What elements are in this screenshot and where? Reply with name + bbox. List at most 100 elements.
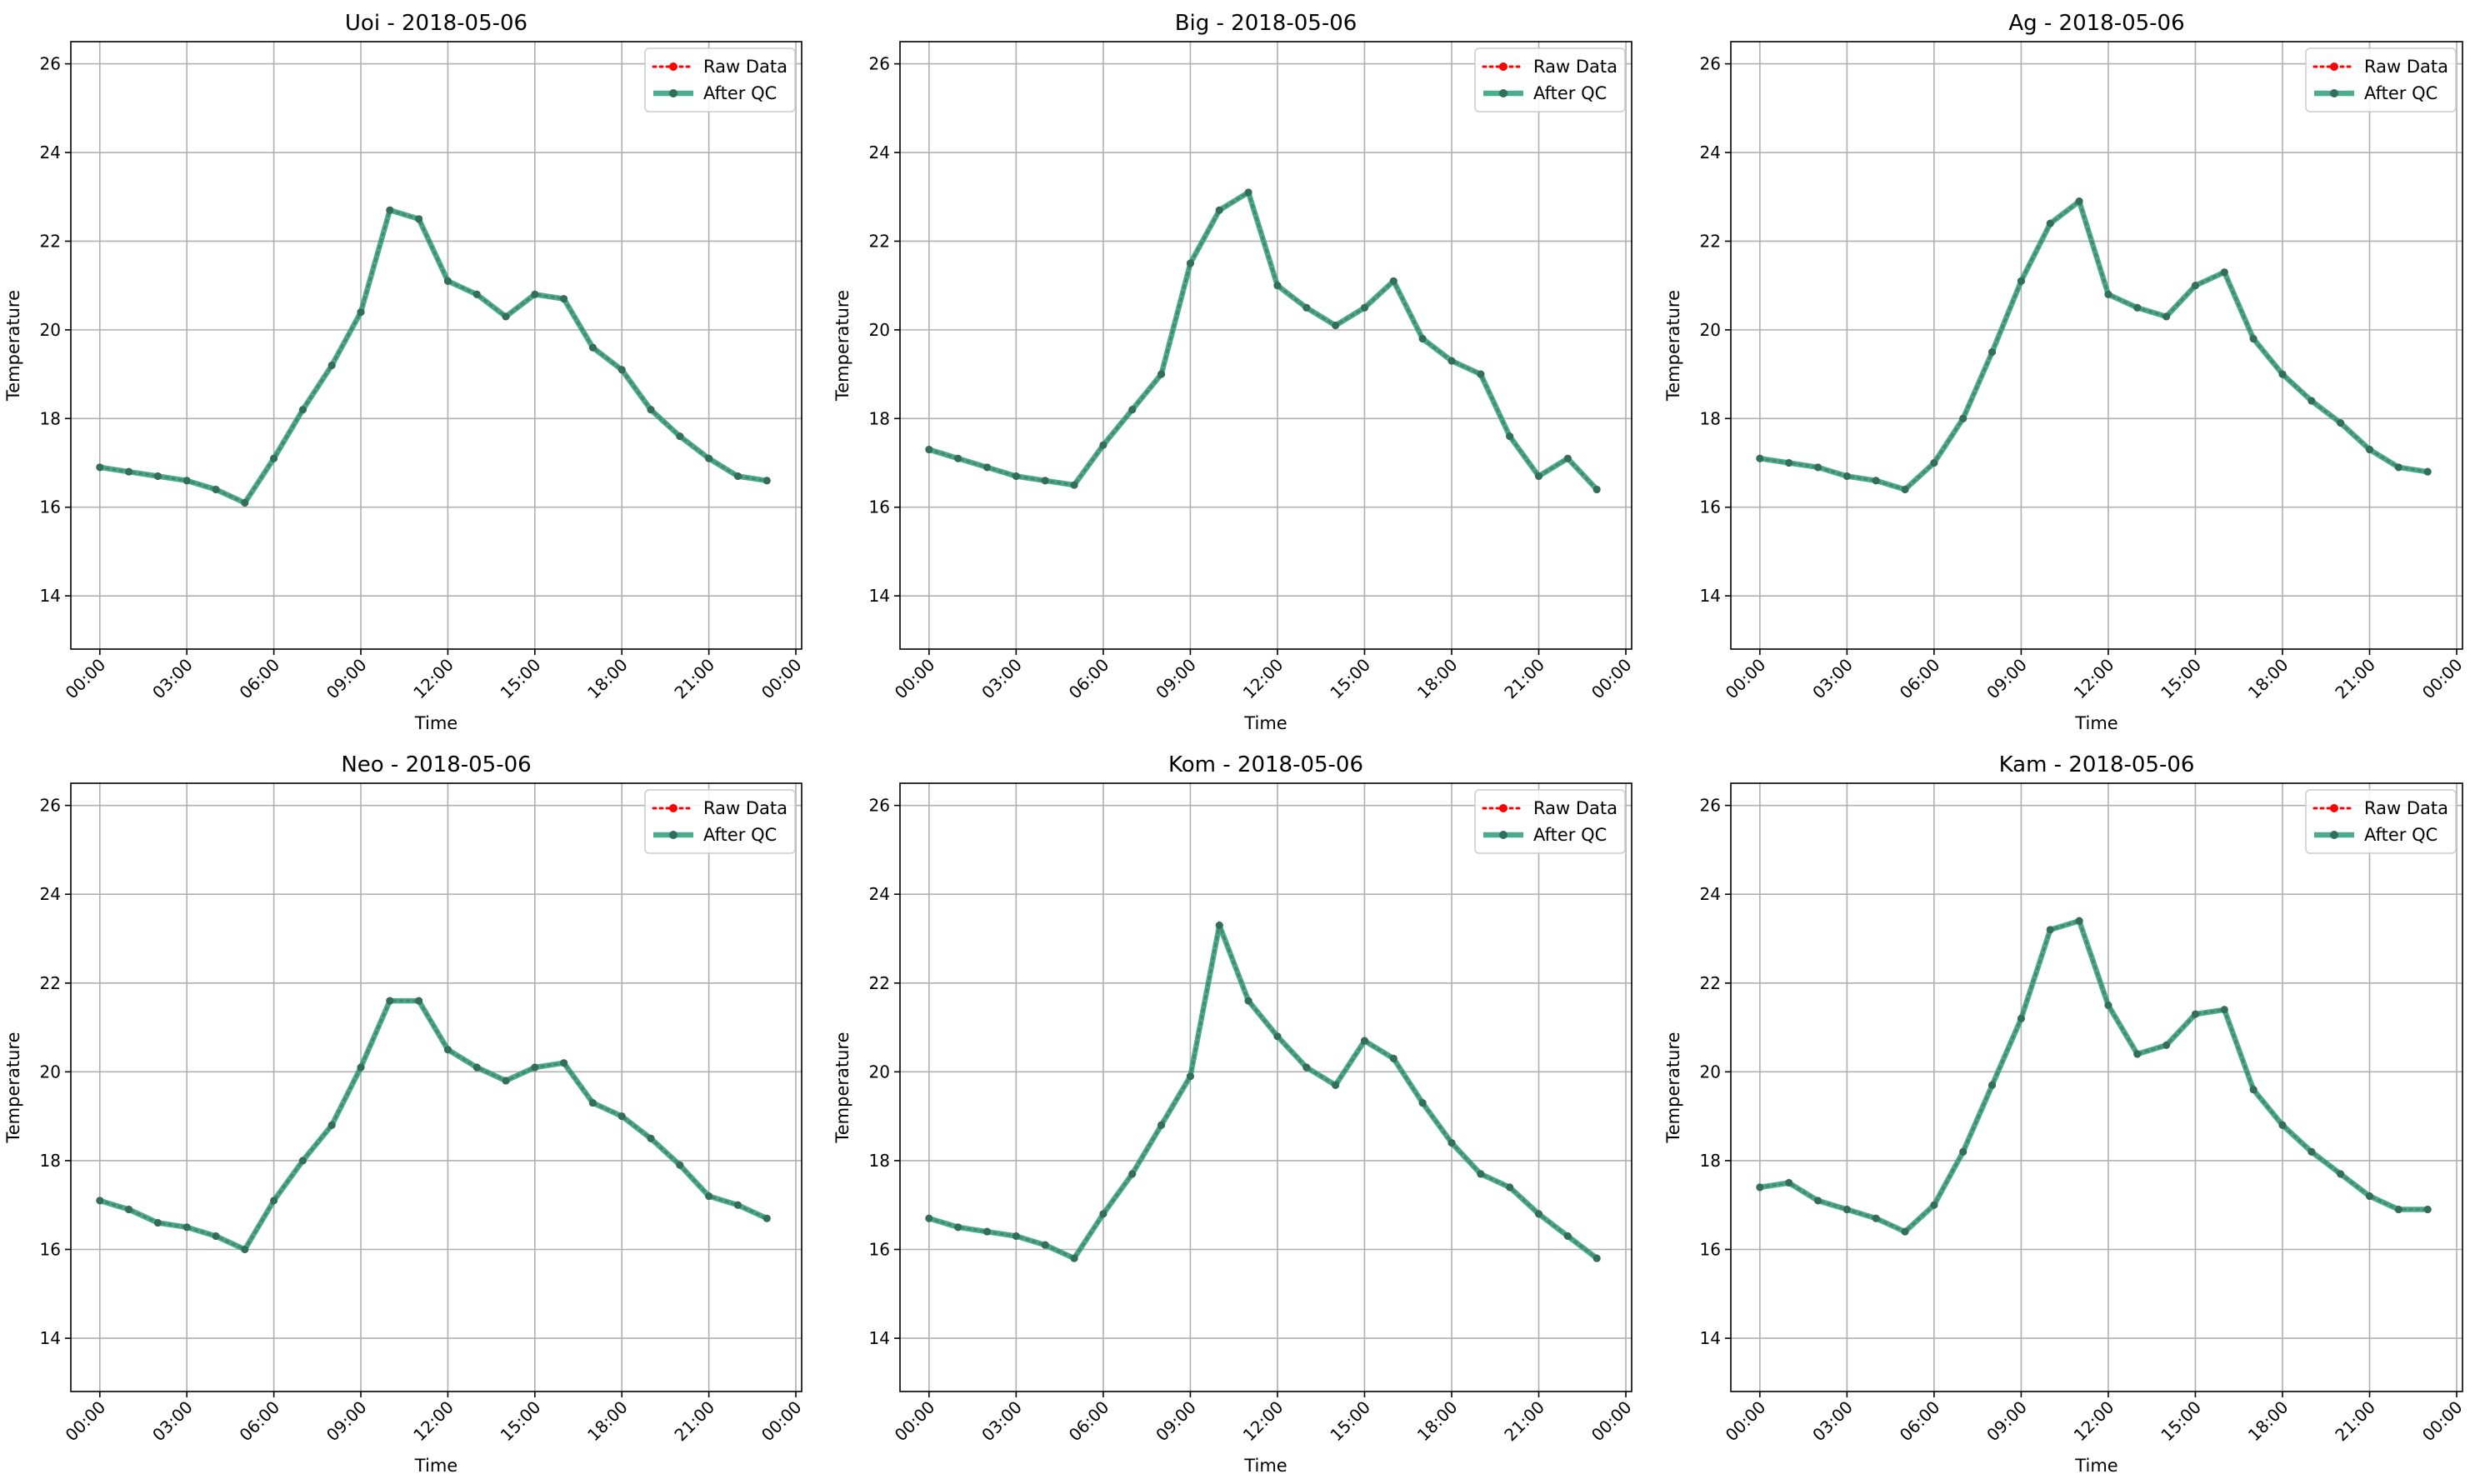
y-tick-label: 26 (1700, 796, 1721, 816)
y-tick-label: 24 (869, 142, 890, 162)
after-qc-point (1959, 414, 1968, 422)
y-tick-label: 14 (1700, 586, 1721, 606)
x-tick-label: 03:00 (978, 1397, 1026, 1446)
x-tick-label: 09:00 (1982, 655, 2031, 703)
legend-raw-marker (1499, 62, 1508, 71)
y-tick-label: 18 (869, 408, 890, 428)
after-qc-point (531, 290, 539, 298)
after-qc-point (2394, 463, 2402, 472)
legend: Raw Data After QC (2305, 47, 2457, 112)
x-axis-label: Time (2074, 1456, 2118, 1476)
after-qc-point (2423, 467, 2432, 476)
after-qc-point (2133, 1050, 2142, 1058)
after-qc-point (1842, 472, 1851, 480)
y-tick-label: 26 (40, 796, 61, 816)
after-qc-point (1785, 1179, 1793, 1187)
after-qc-point (676, 432, 684, 441)
x-tick-label: 21:00 (1500, 1397, 1548, 1446)
x-tick-label: 15:00 (1326, 1397, 1374, 1446)
after-qc-point (1930, 1201, 1938, 1209)
after-qc-point (2220, 1006, 2228, 1014)
after-qc-point (2308, 1147, 2316, 1156)
after-qc-point (1158, 1121, 1166, 1129)
after-qc-point (1756, 454, 1764, 462)
y-tick-label: 18 (40, 1151, 61, 1171)
after-qc-point (1592, 485, 1601, 493)
after-qc-point (2017, 1014, 2025, 1022)
x-tick-label: 15:00 (2157, 655, 2205, 703)
x-tick-label: 12:00 (2070, 1397, 2118, 1446)
after-qc-point (1099, 1210, 1108, 1218)
after-qc-point (1814, 463, 1822, 472)
legend: Raw Data After QC (1474, 47, 1626, 112)
after-qc-point (1901, 485, 1909, 493)
y-tick-label: 16 (40, 497, 61, 517)
after-qc-point (2104, 290, 2112, 298)
x-tick-label: 06:00 (1065, 1397, 1113, 1446)
after-qc-point (2133, 303, 2142, 312)
x-tick-label: 18:00 (2244, 1397, 2292, 1446)
chart-panel: 14 16 18 20 22 24 26 00:00 03:00 06:00 09:00 12:00 1… (832, 11, 1636, 733)
after-qc-point (2162, 312, 2171, 321)
x-tick-label: 03:00 (1808, 1397, 1857, 1446)
x-tick-label: 03:00 (978, 655, 1026, 703)
y-tick-label: 20 (869, 1062, 890, 1082)
legend-qc-marker (669, 831, 678, 839)
x-tick-label: 06:00 (1065, 655, 1113, 703)
after-qc-point (2104, 1001, 2112, 1009)
after-qc-point (2075, 917, 2083, 925)
legend-label-raw: Raw Data (2364, 798, 2448, 818)
after-qc-line (99, 207, 768, 506)
y-tick-label: 22 (1700, 973, 1721, 993)
y-tick-label: 14 (40, 1328, 61, 1348)
axes-frame (899, 41, 1632, 650)
after-qc-point (1448, 1139, 1456, 1147)
axes-frame (1730, 782, 2463, 1392)
after-qc-point (1332, 1081, 1340, 1089)
after-qc-point (2249, 1086, 2258, 1094)
legend-label-raw: Raw Data (1533, 57, 1618, 77)
after-qc-point (2366, 1192, 2374, 1201)
x-tick-label: 12:00 (409, 1397, 458, 1446)
x-tick-label: 03:00 (148, 655, 197, 703)
after-qc-point (1506, 432, 1514, 441)
x-tick-label: 15:00 (2157, 1397, 2205, 1446)
x-tick-label: 21:00 (2331, 1397, 2379, 1446)
after-qc-point (2308, 397, 2316, 405)
after-qc-point (2017, 277, 2025, 285)
x-tick-label: 00:00 (1722, 1397, 1770, 1446)
after-qc-point (560, 295, 568, 303)
after-qc-point (925, 446, 933, 454)
legend-raw-marker (2330, 62, 2338, 71)
after-qc-point (983, 1227, 992, 1236)
y-tick-label: 18 (40, 408, 61, 428)
legend-label-qc: After QC (2364, 83, 2438, 103)
legend-label-raw: Raw Data (703, 798, 788, 818)
x-tick-label: 06:00 (1896, 655, 1944, 703)
y-tick-label: 14 (40, 586, 61, 606)
after-qc-point (2278, 1121, 2287, 1129)
chart-title: Uoi - 2018-05-06 (345, 11, 528, 36)
x-tick-label: 00:00 (62, 1397, 110, 1446)
y-tick-label: 26 (869, 796, 890, 816)
after-qc-point (1756, 1183, 1764, 1192)
after-qc-point (1360, 1037, 1368, 1045)
chart-title: Ag - 2018-05-06 (2008, 11, 2184, 36)
raw-data-line (928, 921, 1598, 1260)
after-qc-point (1418, 335, 1427, 343)
y-tick-label: 22 (40, 231, 61, 251)
after-qc-point (1535, 472, 1543, 480)
after-qc-point (1563, 1232, 1572, 1241)
after-qc-point (1872, 477, 1880, 485)
legend-label-qc: After QC (703, 825, 777, 845)
after-qc-point (1070, 481, 1078, 489)
legend: Raw Data After QC (644, 47, 796, 112)
after-qc-point (328, 361, 336, 369)
y-tick-label: 22 (869, 973, 890, 993)
legend-label-raw: Raw Data (1533, 798, 1618, 818)
legend-qc-marker (1499, 831, 1508, 839)
x-tick-label: 12:00 (409, 655, 458, 703)
x-tick-label: 09:00 (1152, 1397, 1200, 1446)
after-qc-point (560, 1059, 568, 1067)
